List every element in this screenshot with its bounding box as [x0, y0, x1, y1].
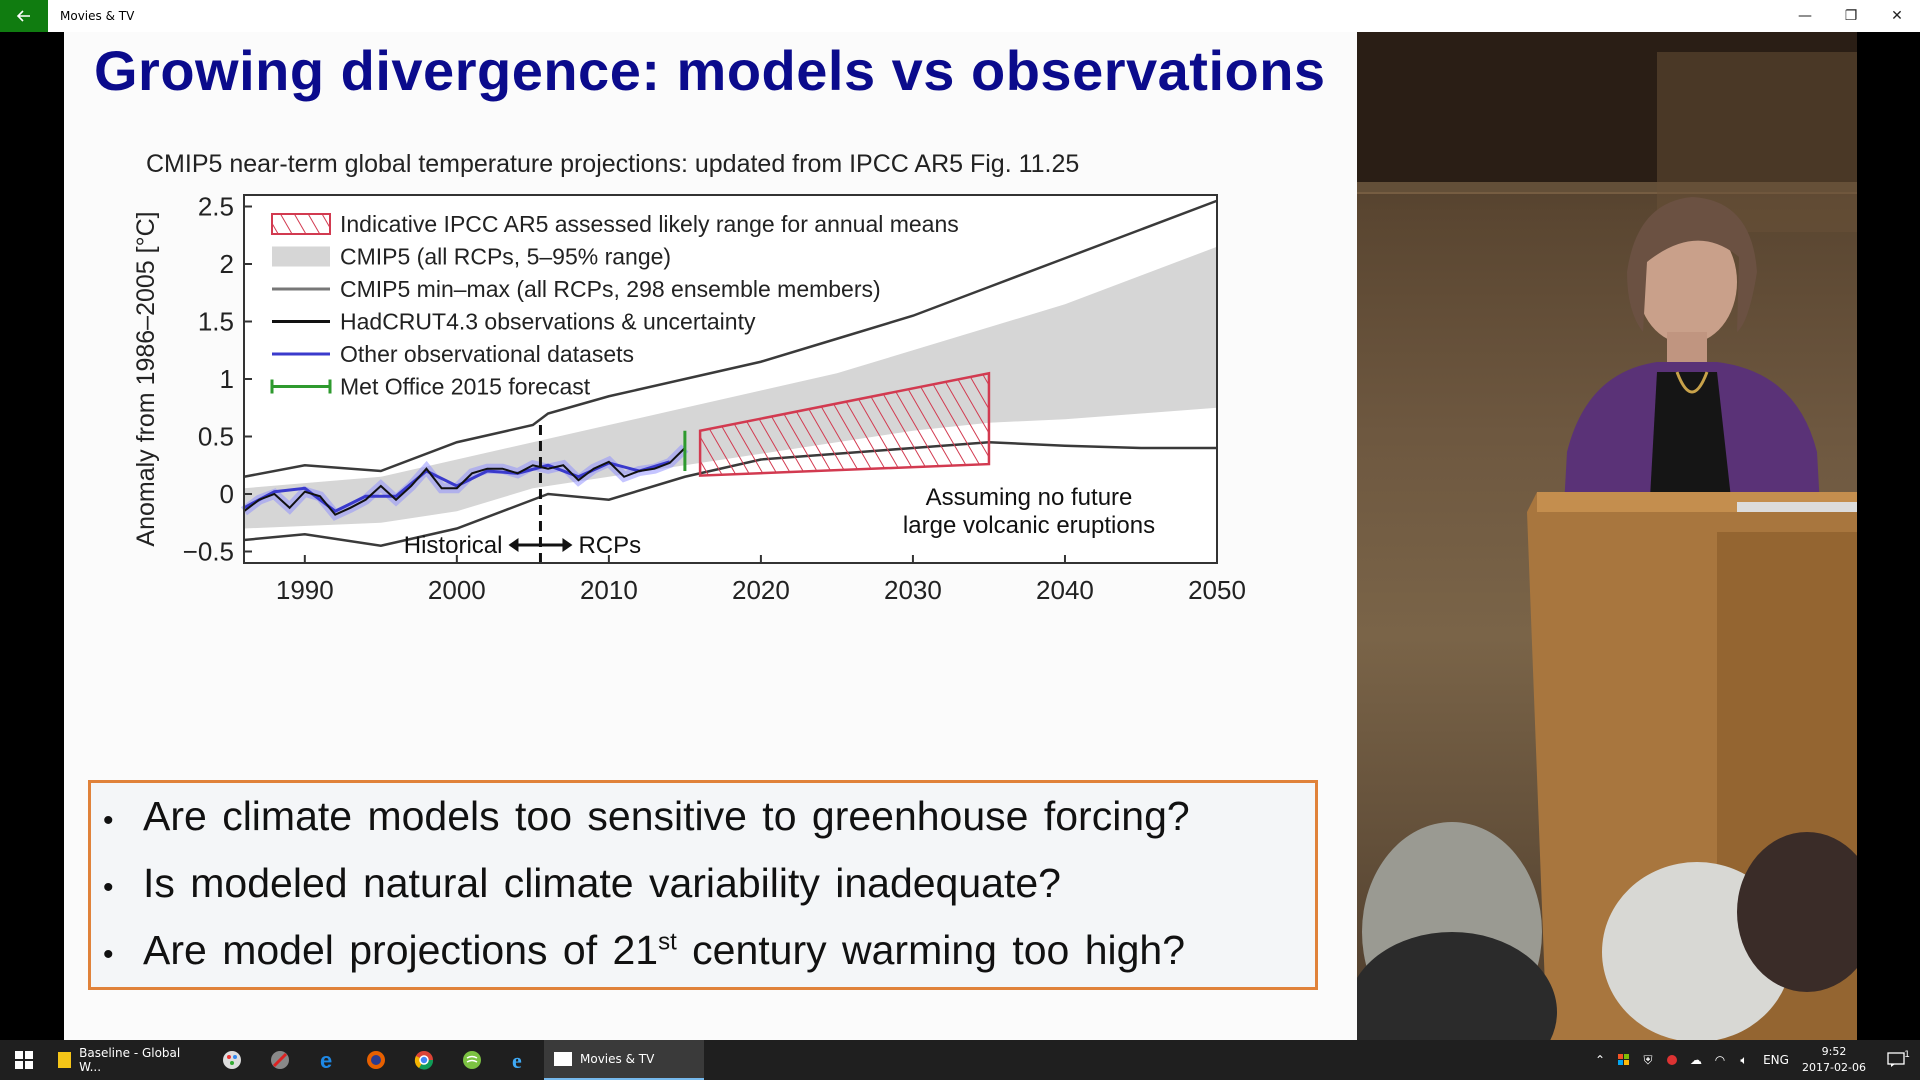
question-text: Are model projections of 21st century wa…	[143, 927, 1186, 973]
taskbar-item-label: Baseline - Global W...	[79, 1046, 181, 1074]
x-tick-label: 1990	[276, 575, 334, 605]
x-tick-label: 2000	[428, 575, 486, 605]
onedrive-icon[interactable]: ☁	[1690, 1053, 1702, 1067]
y-tick-label: 1.5	[198, 307, 234, 337]
movies-tv-icon	[554, 1052, 572, 1066]
legend-entry: Other observational datasets	[340, 341, 634, 367]
legend-entry: Met Office 2015 forecast	[340, 374, 591, 400]
arrow-left-head	[508, 538, 519, 552]
windows-start-icon[interactable]	[0, 1040, 48, 1080]
hadcrut-line	[243, 447, 686, 516]
rcps-label: RCPs	[578, 532, 641, 559]
y-tick-label: 1	[220, 364, 234, 394]
chart-title: CMIP5 near-term global temperature proje…	[146, 150, 1080, 178]
legend-entry: HadCRUT4.3 observations & uncertainty	[340, 309, 756, 335]
x-tick-label: 2040	[1036, 575, 1094, 605]
language-indicator[interactable]: ENG	[1763, 1053, 1789, 1067]
bullet: •	[103, 871, 114, 904]
store-icon[interactable]	[1612, 1054, 1636, 1066]
other-obs-line	[243, 460, 671, 514]
firefox-icon[interactable]	[352, 1040, 400, 1080]
slide-title: Growing divergence: models vs observatio…	[94, 39, 1326, 102]
annotation-note: Assuming no future	[926, 484, 1133, 511]
paint-icon[interactable]	[208, 1040, 256, 1080]
window-title: Movies & TV	[60, 9, 135, 23]
temperature-chart: 1990 2000 2010 2020 2030 2040 2050 −0.5 0 0.5 1 1.5…	[132, 192, 1246, 606]
historical-label: Historical	[404, 532, 503, 559]
edge-icon[interactable]: e	[304, 1040, 352, 1080]
y-tick-label: 0	[220, 479, 234, 509]
chevron-up-icon[interactable]: ⌃	[1594, 1053, 1606, 1067]
antivirus-icon[interactable]	[1660, 1054, 1684, 1066]
speaker-video	[1357, 32, 1857, 1040]
notification-count: 1	[1904, 1050, 1910, 1060]
sticky-notes-icon	[58, 1052, 72, 1068]
x-tick-label: 2010	[580, 575, 638, 605]
legend-entry: Indicative IPCC AR5 assessed likely rang…	[340, 211, 959, 237]
cmip5-max-line	[243, 199, 1218, 478]
y-tick-label: −0.5	[183, 537, 234, 567]
svg-text:e: e	[320, 1049, 332, 1071]
x-tick-label: 2050	[1188, 575, 1246, 605]
question-text: Is modeled natural climate variability i…	[143, 860, 1061, 906]
x-tick-label: 2020	[732, 575, 790, 605]
restore-button[interactable]: ❐	[1844, 8, 1858, 24]
legend-swatch-cmip5	[272, 246, 330, 267]
taskbar-item-label: Movies & TV	[580, 1052, 655, 1066]
clock-date: 2017-02-06	[1802, 1061, 1866, 1074]
questions-box: • Are climate models too sensitive to gr…	[88, 780, 1318, 990]
svg-text:e: e	[512, 1049, 522, 1071]
question-item: • Are model projections of 21st century …	[103, 927, 1315, 994]
back-arrow-icon[interactable]	[0, 0, 48, 32]
notification-icon[interactable]: 1	[1872, 1050, 1920, 1068]
taskbar-item-baseline[interactable]: Baseline - Global W...	[48, 1040, 208, 1080]
question-item: • Is modeled natural climate variability…	[103, 860, 1315, 927]
annotation-note: large volcanic eruptions	[903, 512, 1155, 539]
clock[interactable]: 9:52 2017-02-06	[1796, 1044, 1872, 1076]
arrow-right-head	[562, 538, 573, 552]
bullet: •	[103, 804, 114, 837]
bullet: •	[103, 938, 114, 971]
question-item: • Are climate models too sensitive to gr…	[103, 793, 1315, 860]
volume-icon[interactable]: 🔈︎	[1740, 1052, 1748, 1067]
minimize-button[interactable]: —	[1798, 8, 1812, 24]
y-axis-label: Anomaly from 1986–2005 [°C]	[132, 211, 160, 546]
snipping-icon[interactable]	[256, 1040, 304, 1080]
presentation-slide: Growing divergence: models vs observatio…	[64, 32, 1357, 1040]
cmip5-min-line	[243, 440, 1217, 548]
legend-entry: CMIP5 (all RCPs, 5–95% range)	[340, 244, 671, 270]
speaker-scene-image	[1357, 32, 1857, 1040]
green-app-icon[interactable]	[448, 1040, 496, 1080]
chrome-icon[interactable]	[400, 1040, 448, 1080]
question-text: Are climate models too sensitive to gree…	[143, 793, 1190, 839]
legend-entry: CMIP5 min–max (all RCPs, 298 ensemble me…	[340, 276, 881, 302]
cmip5-range-band	[244, 246, 1217, 529]
video-player[interactable]: Growing divergence: models vs observatio…	[0, 32, 1920, 1040]
shield-icon[interactable]: ⛨	[1643, 1052, 1653, 1067]
x-tick-label: 2030	[884, 575, 942, 605]
clock-time: 9:52	[1821, 1045, 1847, 1058]
likely-range-box	[698, 371, 991, 477]
close-button[interactable]: ✕	[1891, 8, 1903, 24]
internet-explorer-icon[interactable]: e	[496, 1040, 544, 1080]
wifi-icon[interactable]: ◠	[1714, 1053, 1726, 1067]
y-tick-label: 2	[220, 249, 234, 279]
y-tick-label: 2.5	[198, 192, 234, 222]
taskbar-item-movies-tv[interactable]: Movies & TV	[544, 1040, 704, 1080]
legend-swatch-likely	[271, 213, 331, 235]
y-tick-label: 0.5	[198, 422, 234, 452]
system-tray: ⌃ ⛨ ☁ ◠ 🔈︎ ENG 9:52 2017-02-06 1	[1588, 1040, 1920, 1080]
window-title-bar: Movies & TV — ❐ ✕	[0, 0, 1920, 32]
taskbar: Baseline - Global W... e e Movies & TV ⌃…	[0, 1040, 1920, 1080]
